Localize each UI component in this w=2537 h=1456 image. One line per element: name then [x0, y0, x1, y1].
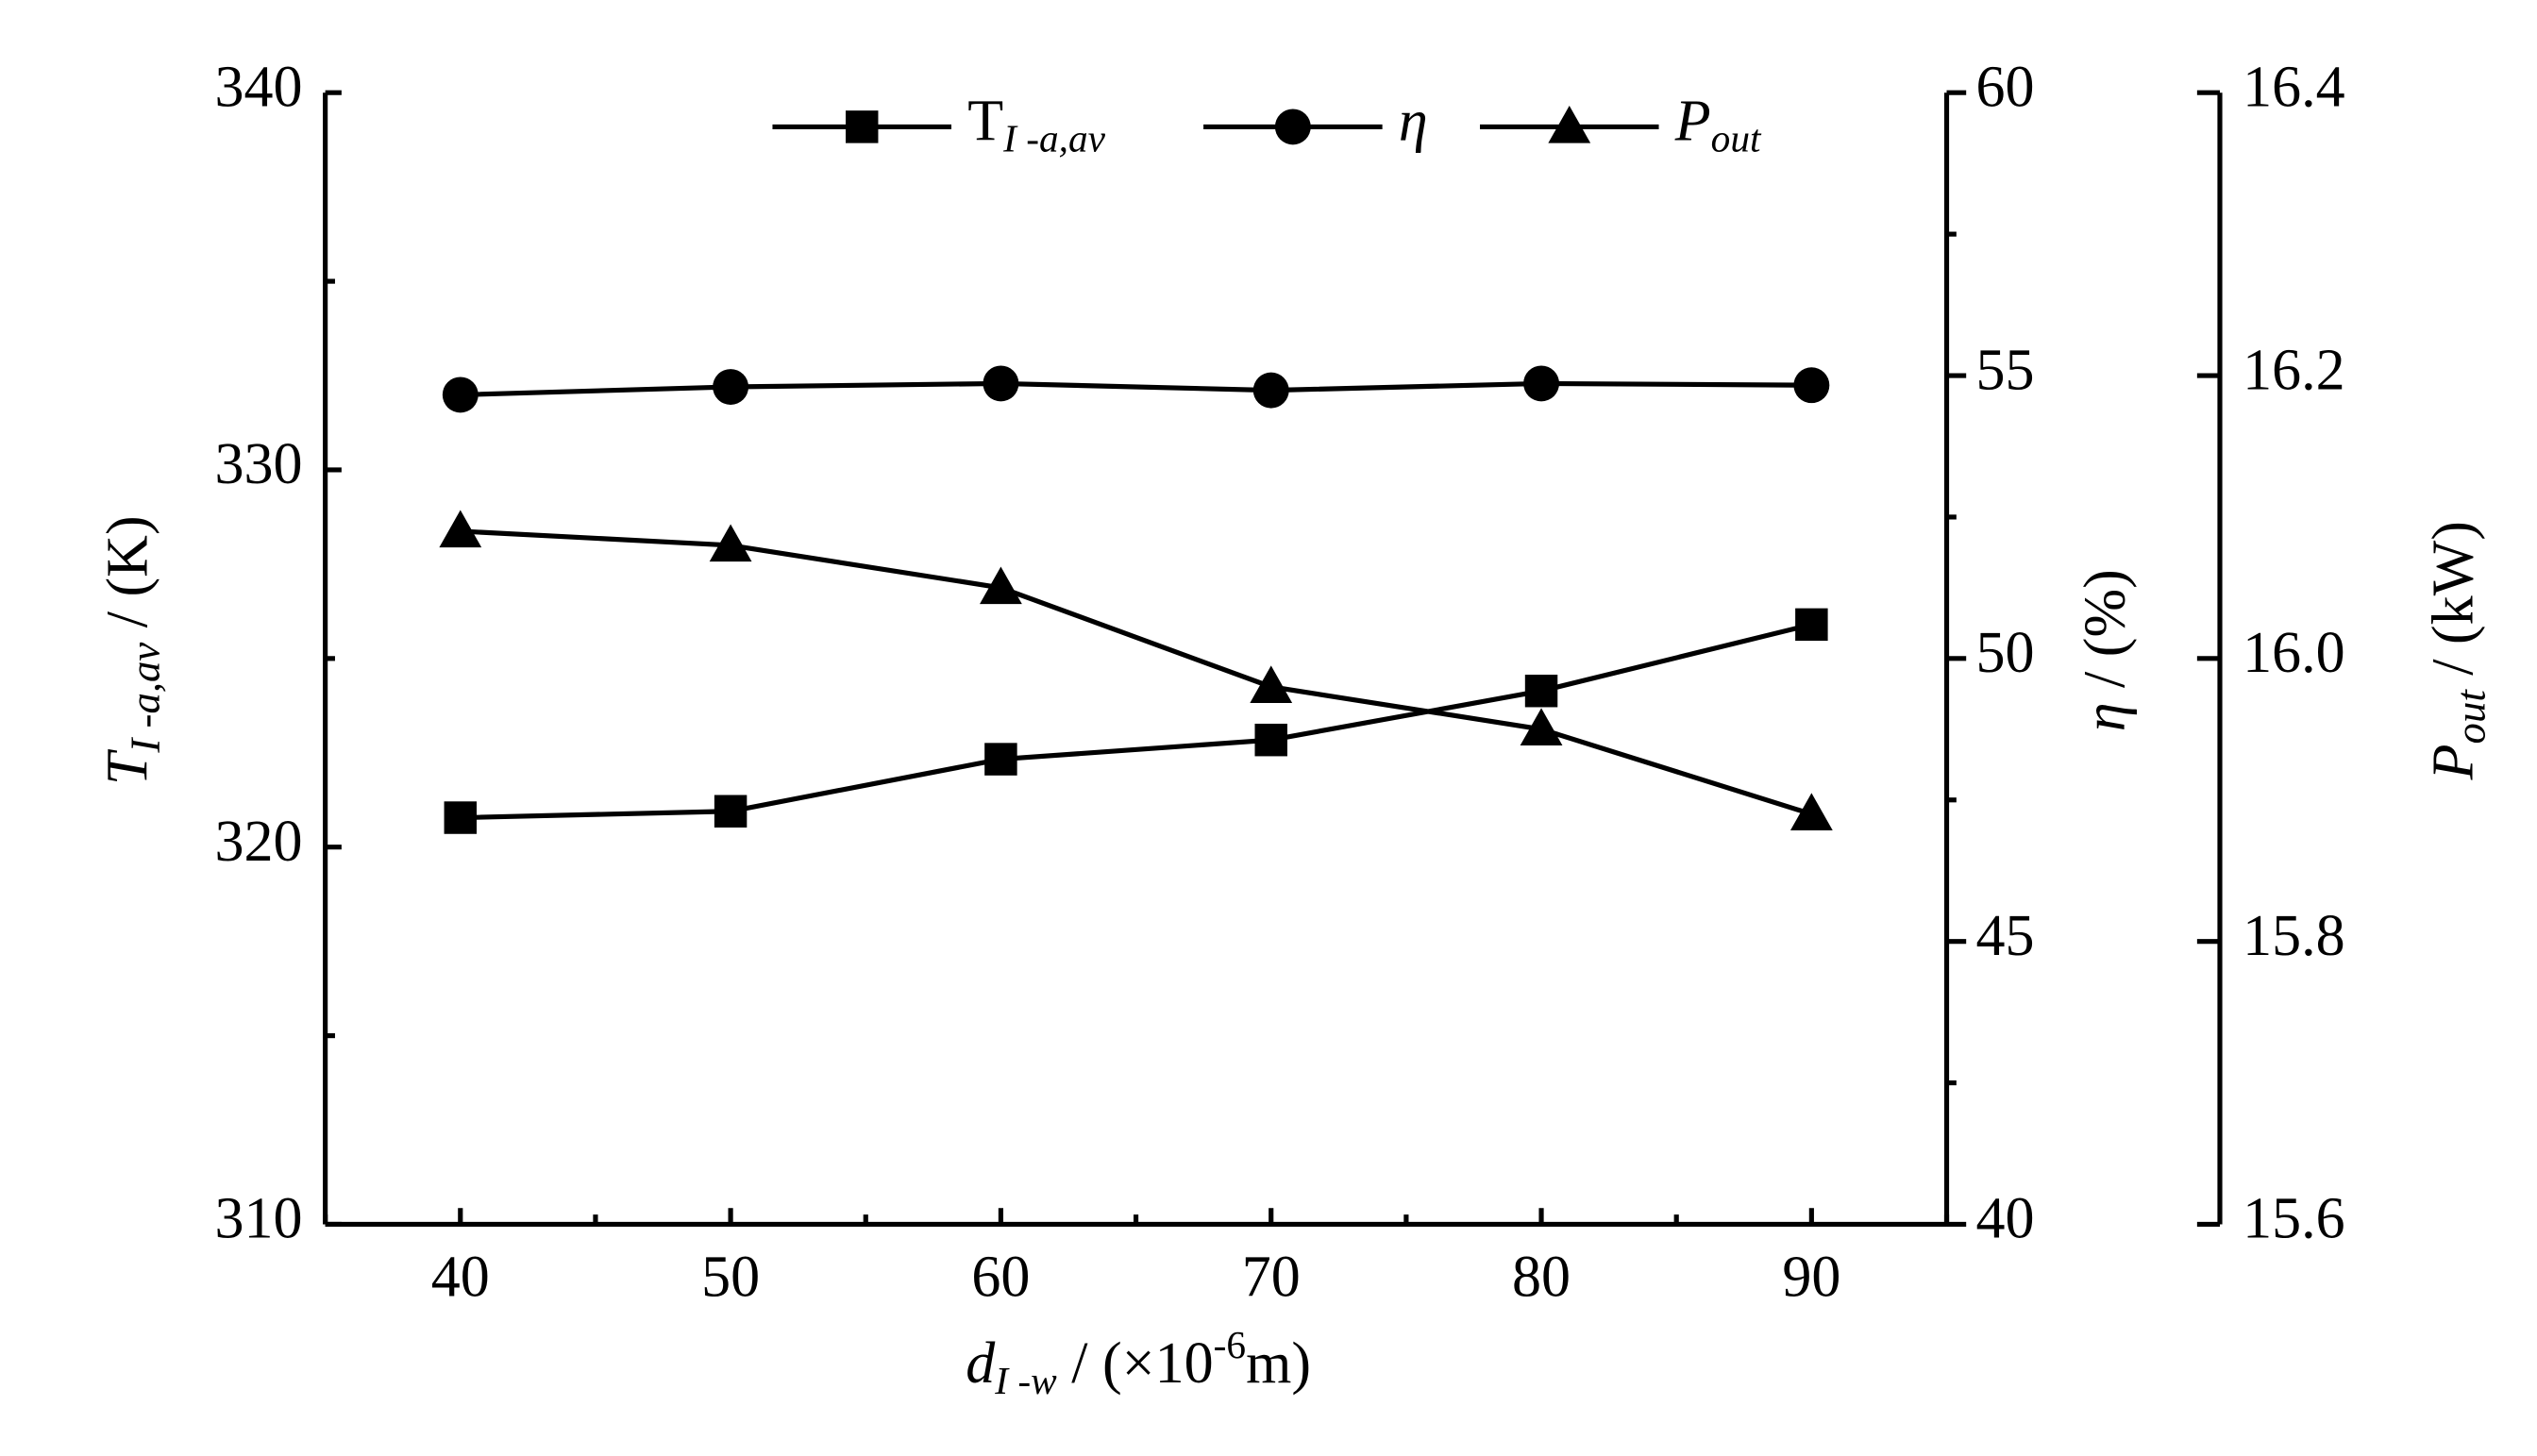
y-tick-label: 310 — [214, 1187, 302, 1251]
legend-marker — [1274, 109, 1311, 145]
marker — [984, 743, 1017, 776]
marker — [713, 369, 749, 405]
marker — [1254, 723, 1287, 757]
marker — [709, 524, 752, 562]
legend-label-part: T — [967, 90, 1003, 154]
legend-label-part: P — [1674, 90, 1711, 154]
x-axis-label-part: -6 — [1214, 1324, 1246, 1367]
marker — [1789, 793, 1833, 830]
x-tick-label: 70 — [1242, 1246, 1301, 1310]
y2-tick-label: 50 — [1976, 621, 2035, 685]
x-axis-label-part: / (×10 — [1057, 1331, 1214, 1396]
legend-label: TI -a,av — [967, 90, 1105, 160]
legend-marker — [846, 110, 879, 143]
y3-axis-label-part: out — [2447, 689, 2495, 745]
marker — [1520, 708, 1563, 746]
y2-axis-label-part: / (%) — [2074, 569, 2138, 702]
x-axis-label: dI -w / (×10-6m) — [966, 1324, 1311, 1403]
series-line — [460, 380, 1812, 397]
y2-axis-label-part: η — [2074, 702, 2138, 731]
marker — [983, 365, 1019, 402]
y-tick-label: 320 — [214, 810, 302, 874]
marker — [714, 795, 748, 828]
marker — [1795, 608, 1828, 642]
y-axis-label-part: I -a,av — [122, 643, 169, 754]
legend-label: η — [1399, 90, 1428, 154]
y3-tick-label: 15.8 — [2243, 904, 2345, 968]
marker — [1250, 665, 1293, 704]
y2-axis-label: η / (%) — [2074, 569, 2138, 731]
marker — [980, 566, 1022, 605]
x-tick-label: 90 — [1782, 1246, 1840, 1310]
x-axis-label-part: m) — [1246, 1331, 1311, 1396]
y2-tick-label: 45 — [1976, 904, 2035, 968]
x-axis-label-part: I -w — [994, 1360, 1057, 1403]
marker — [1252, 372, 1289, 409]
y-axis-label-part: T — [96, 748, 160, 785]
y2-tick-label: 60 — [1976, 55, 2035, 119]
y-tick-label: 330 — [214, 432, 302, 496]
x-tick-label: 40 — [431, 1246, 490, 1310]
y3-axis-label-part: / (kW) — [2422, 521, 2486, 690]
y3-axis-label-part: P — [2422, 744, 2486, 780]
legend-label-part: η — [1399, 90, 1428, 154]
y2-tick-label: 40 — [1976, 1187, 2035, 1251]
legend-label-part: out — [1711, 117, 1762, 160]
y2-tick-label: 55 — [1976, 338, 2035, 402]
y3-tick-label: 15.6 — [2243, 1187, 2345, 1251]
y3-tick-label: 16.4 — [2243, 55, 2345, 119]
marker — [1523, 365, 1559, 402]
x-axis-label-part: d — [966, 1331, 996, 1396]
marker — [444, 801, 478, 834]
marker — [442, 377, 479, 413]
marker — [439, 510, 482, 548]
legend-marker — [1548, 105, 1591, 143]
marker — [1793, 367, 1830, 404]
y-axis-label: TI -a,av / (K) — [96, 515, 169, 785]
legend-label-part: I -a,av — [1002, 117, 1106, 160]
x-tick-label: 80 — [1512, 1246, 1571, 1310]
x-tick-label: 60 — [971, 1246, 1030, 1310]
y-axis-label-part: / (K) — [96, 515, 160, 642]
y3-tick-label: 16.2 — [2243, 338, 2345, 402]
marker — [1524, 674, 1558, 708]
series-line — [460, 622, 1812, 821]
y3-axis-label: Pout / (kW) — [2422, 521, 2495, 780]
y3-tick-label: 16.0 — [2243, 621, 2345, 685]
x-tick-label: 50 — [701, 1246, 760, 1310]
series-line — [460, 528, 1813, 817]
legend-label: Pout — [1674, 90, 1762, 160]
y-tick-label: 340 — [214, 55, 302, 119]
